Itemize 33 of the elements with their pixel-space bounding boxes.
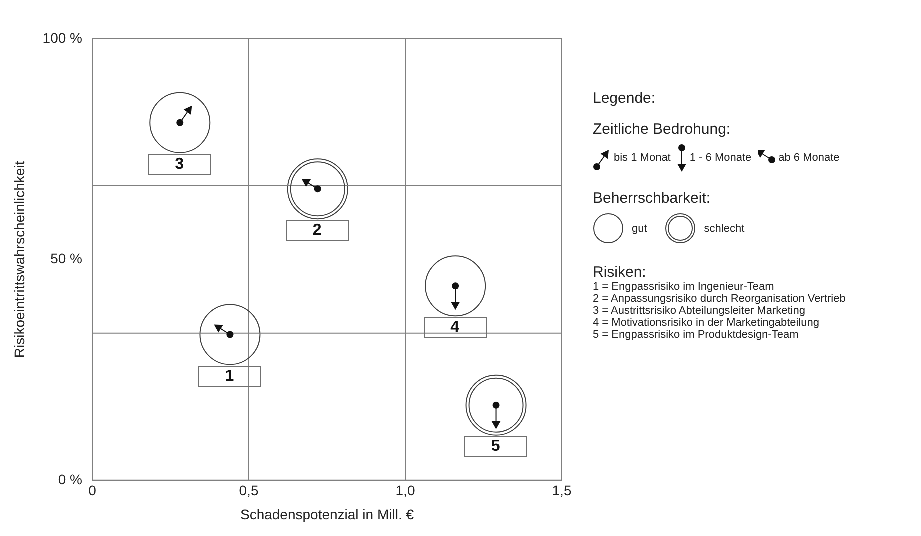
x-tick-label: 1,5 (552, 482, 572, 499)
text: gut (632, 222, 648, 234)
annotation: 5 (491, 438, 500, 456)
point (287, 158, 348, 220)
text: 4 = Motivationsrisiko in der Marketingabteilung (593, 317, 821, 329)
text: 5 = Engpassrisiko im Produktdesign-Team (593, 329, 800, 341)
text: 1 = Engpassrisiko im Ingenieur-Team (593, 281, 776, 293)
x-tick-label: 0 (88, 482, 97, 499)
point (200, 304, 261, 366)
text: bis 1 Monat (614, 152, 671, 164)
point (425, 256, 486, 317)
y-tick-label: 100 % (42, 30, 82, 46)
x-axis-title: Schadenspotenzial in Mill. € (240, 506, 414, 522)
text: 2 = Anpassungsrisiko durch Reorganisation Vertrieb (593, 293, 847, 305)
x-tick-label: 0,5 (239, 482, 259, 499)
text: ab 6 Monate (778, 152, 840, 164)
text: 3 = Austrittsrisiko Abteilungsleiter Marketing (593, 305, 806, 317)
annotation: 3 (175, 156, 184, 173)
legend-label: schlecht (704, 222, 745, 234)
point (150, 92, 211, 154)
text: Zeitliche Bedrohung: (593, 121, 732, 138)
x-tick-label: 1,0 (396, 482, 416, 499)
annotation: 2 (312, 222, 322, 240)
y-tick-label: 50 % (50, 250, 82, 267)
text: 1 - 6 Monate (690, 152, 752, 164)
point (466, 374, 527, 436)
legend-title: Beherrschbarkeit: (593, 190, 712, 207)
y-tick-label: 0 % (58, 471, 82, 488)
y-axis-title: Risikoeintrittswahrscheinlichkeit (11, 161, 28, 358)
annotation: 1 (225, 368, 234, 385)
annotation: 4 (450, 319, 460, 336)
text: Legende: (593, 90, 657, 107)
text: Risiken: (593, 264, 648, 281)
